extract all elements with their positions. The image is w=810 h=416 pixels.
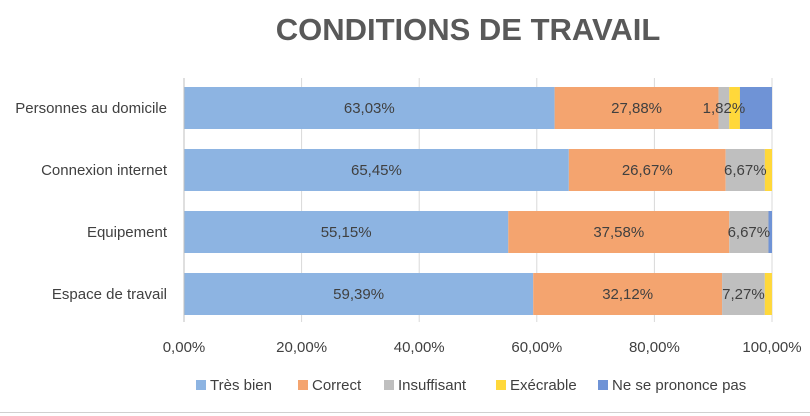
bar-segment [718,87,730,129]
legend-label: Ne se prononce pas [612,377,746,394]
x-tick-label: 0,00% [163,339,206,356]
category-label: Equipement [87,224,168,241]
bar-segment [184,211,509,253]
data-label: 59,39% [333,286,384,303]
bar-segment [764,149,772,191]
data-label: 27,88% [611,100,662,117]
legend-label: Correct [312,377,362,394]
bar-segment [729,87,740,129]
x-tick-label: 60,00% [511,339,562,356]
legend-label: Très bien [210,377,272,394]
bar-segment [184,273,534,315]
bar-segment [568,149,726,191]
data-label: 6,67% [728,224,771,241]
legend-swatch [384,380,394,390]
data-label: 7,27% [722,286,765,303]
data-label: 65,45% [351,162,402,179]
legend: Très bien Correct Insuffisant Exécrable Ne s… [196,377,746,394]
bar-segment [184,87,555,129]
data-label: 63,03% [344,100,395,117]
legend-label: Exécrable [510,377,577,394]
bar-segment [768,211,772,253]
bar-segment [722,273,765,315]
legend-swatch [196,380,206,390]
data-label: 6,67% [724,162,767,179]
x-tick-label: 80,00% [629,339,680,356]
legend-swatch [496,380,506,390]
data-label: 37,58% [593,224,644,241]
data-label: 55,15% [321,224,372,241]
data-label: 1,82% [703,100,746,117]
x-tick-label: 20,00% [276,339,327,356]
data-label: 26,67% [622,162,673,179]
bar-segment [508,211,730,253]
category-label: Personnes au domicile [15,100,167,117]
bar-segment [533,273,723,315]
divider [0,412,810,413]
data-labels: 63,03% 27,88% 1,82% 65,45% 26,67% 6,67% 55,15%… [321,100,770,303]
x-tick-label: 40,00% [394,339,445,356]
bars [184,87,772,315]
legend-swatch [598,380,608,390]
chart-title: CONDITIONS DE TRAVAIL [275,12,661,47]
data-label: 32,12% [602,286,653,303]
category-label: Connexion internet [41,162,168,179]
legend-swatch [298,380,308,390]
category-label: Espace de travail [52,286,167,303]
legend-label: Insuffisant [398,377,467,394]
bar-segment [729,211,769,253]
bar-segment [554,87,719,129]
bar-segment [725,149,765,191]
bar-segment [764,273,772,315]
bar-segment [184,149,569,191]
x-tick-label: 100,00% [742,339,801,356]
bar-segment [739,87,772,129]
axes: 0,00% 20,00% 40,00% 60,00% 80,00% 100,00% Pers… [15,78,802,356]
